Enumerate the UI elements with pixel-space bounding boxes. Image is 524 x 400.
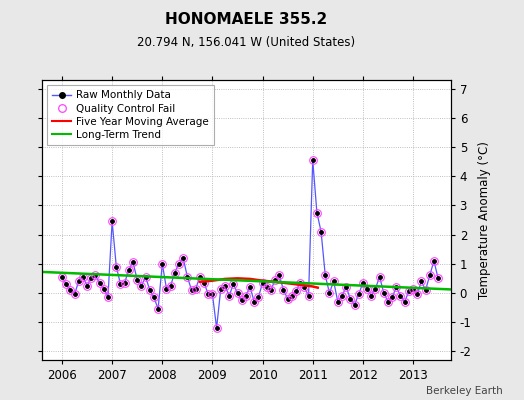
Legend: Raw Monthly Data, Quality Control Fail, Five Year Moving Average, Long-Term Tren: Raw Monthly Data, Quality Control Fail, … — [47, 85, 214, 145]
Text: 20.794 N, 156.041 W (United States): 20.794 N, 156.041 W (United States) — [137, 36, 355, 49]
Text: Berkeley Earth: Berkeley Earth — [427, 386, 503, 396]
Y-axis label: Temperature Anomaly (°C): Temperature Anomaly (°C) — [478, 141, 492, 299]
Text: HONOMAELE 355.2: HONOMAELE 355.2 — [165, 12, 328, 27]
